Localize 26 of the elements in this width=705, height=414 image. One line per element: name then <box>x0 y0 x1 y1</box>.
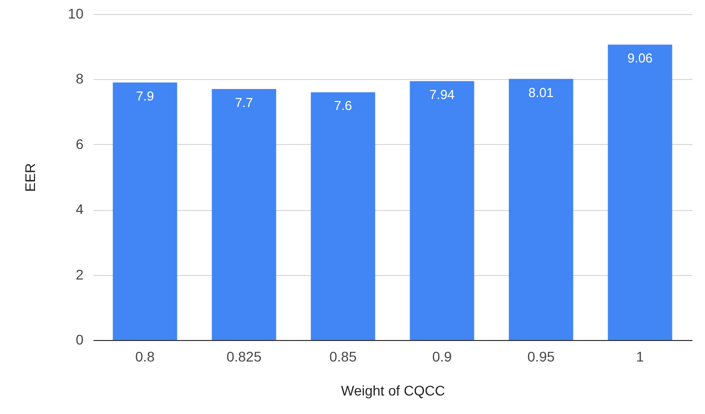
data-label: 7.94 <box>429 87 455 102</box>
y-tick-label: 4 <box>76 201 84 218</box>
x-tick-label: 0.85 <box>329 348 357 364</box>
x-tick-label: 1 <box>636 348 644 364</box>
bar <box>212 88 276 340</box>
bar <box>508 78 574 340</box>
x-tick-label: 0.8 <box>135 348 155 364</box>
bar <box>310 92 376 340</box>
data-label: 7.6 <box>334 98 352 114</box>
x-tick-label: 0.9 <box>432 348 452 364</box>
data-label: 7.7 <box>234 94 254 110</box>
y-tick-label: 8 <box>76 70 84 87</box>
y-axis-title: EER <box>22 163 38 192</box>
y-tick-label: 0 <box>76 332 84 348</box>
y-tick-label: 2 <box>76 266 84 282</box>
x-tick-label: 0.825 <box>226 348 262 364</box>
x-axis-title: Weight of CQCC <box>341 382 445 398</box>
data-label: 8.01 <box>528 84 554 100</box>
bar <box>112 82 178 340</box>
y-tick-label: 10 <box>68 6 84 22</box>
x-tick-label: 0.95 <box>527 348 555 364</box>
data-label: 7.9 <box>136 88 154 104</box>
data-label: 9.06 <box>627 50 653 66</box>
bar <box>410 81 474 340</box>
bar <box>608 44 672 340</box>
y-tick-label: 6 <box>76 136 84 152</box>
